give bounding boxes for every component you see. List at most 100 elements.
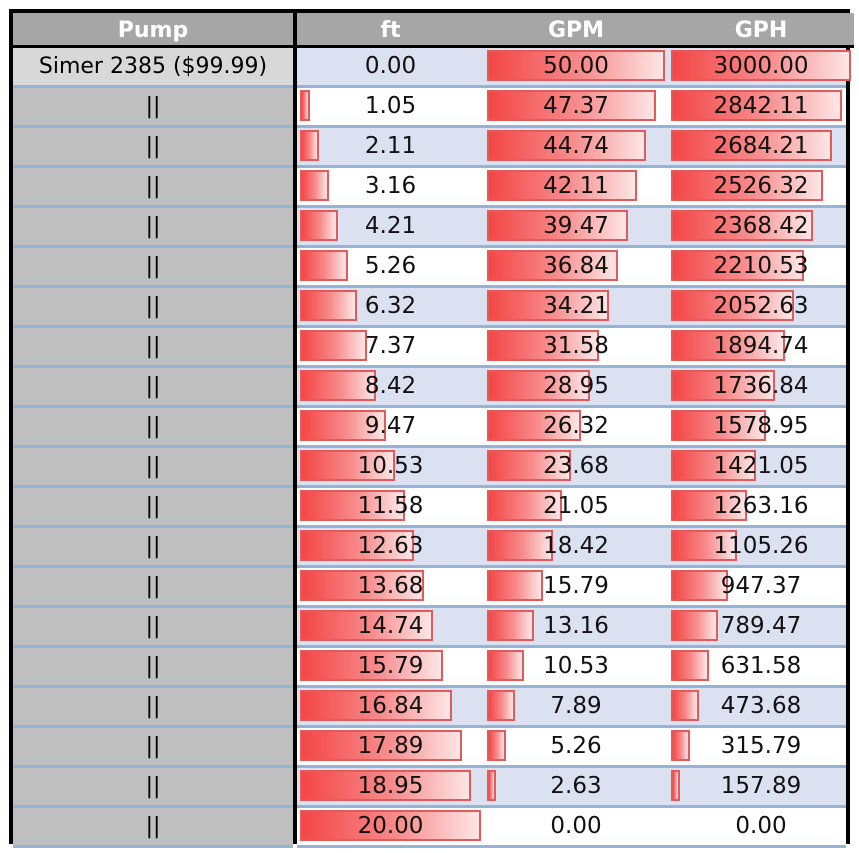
gph-cell[interactable]: 1105.26 (668, 528, 854, 565)
gph-value: 1105.26 (713, 533, 809, 559)
ft-cell[interactable]: 1.05 (297, 88, 484, 125)
gph-cell[interactable]: 1263.16 (668, 488, 854, 525)
pump-repeat-cell[interactable]: || (13, 288, 293, 328)
gpm-value: 47.37 (543, 93, 609, 119)
gph-cell[interactable]: 1736.84 (668, 368, 854, 405)
gph-cell[interactable]: 789.47 (668, 608, 854, 645)
gph-cell[interactable]: 1421.05 (668, 448, 854, 485)
ft-cell[interactable]: 9.47 (297, 408, 484, 445)
gph-cell[interactable]: 1578.95 (668, 408, 854, 445)
gpm-cell[interactable]: 39.47 (484, 208, 668, 245)
gpm-cell[interactable]: 50.00 (484, 48, 668, 85)
header-ft[interactable]: ft (297, 13, 484, 48)
ft-cell[interactable]: 2.11 (297, 128, 484, 165)
pump-repeat-cell[interactable]: || (13, 568, 293, 608)
gpm-cell[interactable]: 47.37 (484, 88, 668, 125)
gph-cell[interactable]: 0.00 (668, 808, 854, 845)
header-pump[interactable]: Pump (13, 13, 293, 48)
ft-cell[interactable]: 11.58 (297, 488, 484, 525)
ft-cell[interactable]: 20.00 (297, 808, 484, 845)
gpm-cell[interactable]: 2.63 (484, 768, 668, 805)
gpm-cell[interactable]: 13.16 (484, 608, 668, 645)
gph-cell[interactable]: 3000.00 (668, 48, 854, 85)
pump-repeat-cell[interactable]: || (13, 768, 293, 808)
header-gph[interactable]: GPH (668, 13, 854, 48)
pump-repeat-cell[interactable]: || (13, 88, 293, 128)
gpm-data-bar (487, 170, 637, 201)
gph-data-bar (671, 370, 776, 401)
gpm-data-bar (487, 130, 647, 161)
ft-cell[interactable]: 15.79 (297, 648, 484, 685)
gph-cell[interactable]: 1894.74 (668, 328, 854, 365)
pump-repeat-cell[interactable]: || (13, 128, 293, 168)
ft-cell[interactable]: 12.63 (297, 528, 484, 565)
gpm-cell[interactable]: 23.68 (484, 448, 668, 485)
ft-cell[interactable]: 3.16 (297, 168, 484, 205)
pump-repeat-cell[interactable]: || (13, 408, 293, 448)
pump-repeat-cell[interactable]: || (13, 728, 293, 768)
gph-cell[interactable]: 2368.42 (668, 208, 854, 245)
pump-repeat-cell[interactable]: || (13, 448, 293, 488)
gph-cell[interactable]: 2842.11 (668, 88, 854, 125)
pump-repeat-cell[interactable]: || (13, 328, 293, 368)
pump-repeat-cell[interactable]: || (13, 688, 293, 728)
gpm-cell[interactable]: 26.32 (484, 408, 668, 445)
pump-repeat-cell[interactable]: || (13, 368, 293, 408)
gpm-cell[interactable]: 28.95 (484, 368, 668, 405)
gph-cell[interactable]: 631.58 (668, 648, 854, 685)
gph-cell[interactable]: 157.89 (668, 768, 854, 805)
gph-value: 473.68 (720, 693, 802, 719)
ft-cell[interactable]: 5.26 (297, 248, 484, 285)
ft-data-bar (300, 290, 358, 321)
gph-cell[interactable]: 2526.32 (668, 168, 854, 205)
gph-cell[interactable]: 473.68 (668, 688, 854, 725)
gpm-cell[interactable]: 42.11 (484, 168, 668, 205)
ft-cell[interactable]: 6.32 (297, 288, 484, 325)
gpm-cell[interactable]: 21.05 (484, 488, 668, 525)
gpm-cell[interactable]: 44.74 (484, 128, 668, 165)
ft-value: 5.26 (364, 253, 417, 279)
pump-repeat-cell[interactable]: || (13, 248, 293, 288)
gph-cell[interactable]: 947.37 (668, 568, 854, 605)
gpm-cell[interactable]: 31.58 (484, 328, 668, 365)
header-gpm[interactable]: GPM (484, 13, 668, 48)
ft-cell[interactable]: 17.89 (297, 728, 484, 765)
pump-name-cell[interactable]: Simer 2385 ($99.99) (13, 48, 293, 88)
ft-value: 14.74 (357, 613, 424, 639)
gpm-cell[interactable]: 5.26 (484, 728, 668, 765)
pump-repeat-cell[interactable]: || (13, 528, 293, 568)
ft-cell[interactable]: 14.74 (297, 608, 484, 645)
gph-cell[interactable]: 315.79 (668, 728, 854, 765)
gph-data-bar (671, 90, 842, 121)
table-row: 13.68 15.79 947.37 (297, 568, 846, 608)
gph-cell[interactable]: 2052.63 (668, 288, 854, 325)
pump-repeat-cell[interactable]: || (13, 488, 293, 528)
ft-cell[interactable]: 0.00 (297, 48, 484, 85)
ft-cell[interactable]: 18.95 (297, 768, 484, 805)
table-row: 7.37 31.58 1894.74 (297, 328, 846, 368)
gpm-cell[interactable]: 10.53 (484, 648, 668, 685)
ft-cell[interactable]: 13.68 (297, 568, 484, 605)
gpm-cell[interactable]: 36.84 (484, 248, 668, 285)
gph-value: 3000.00 (713, 53, 809, 79)
gph-cell[interactable]: 2684.21 (668, 128, 854, 165)
table-row: 12.63 18.42 1105.26 (297, 528, 846, 568)
ft-cell[interactable]: 8.42 (297, 368, 484, 405)
pump-repeat-cell[interactable]: || (13, 168, 293, 208)
ft-cell[interactable]: 16.84 (297, 688, 484, 725)
gpm-cell[interactable]: 34.21 (484, 288, 668, 325)
pump-repeat-cell[interactable]: || (13, 608, 293, 648)
gpm-cell[interactable]: 7.89 (484, 688, 668, 725)
ft-cell[interactable]: 10.53 (297, 448, 484, 485)
ft-cell[interactable]: 7.37 (297, 328, 484, 365)
gpm-cell[interactable]: 0.00 (484, 808, 668, 845)
table-row: 16.84 7.89 473.68 (297, 688, 846, 728)
gpm-cell[interactable]: 15.79 (484, 568, 668, 605)
gph-cell[interactable]: 2210.53 (668, 248, 854, 285)
pump-repeat-cell[interactable]: || (13, 208, 293, 248)
gph-data-bar (671, 690, 700, 721)
pump-repeat-cell[interactable]: || (13, 808, 293, 848)
ft-cell[interactable]: 4.21 (297, 208, 484, 245)
pump-repeat-cell[interactable]: || (13, 648, 293, 688)
gpm-cell[interactable]: 18.42 (484, 528, 668, 565)
